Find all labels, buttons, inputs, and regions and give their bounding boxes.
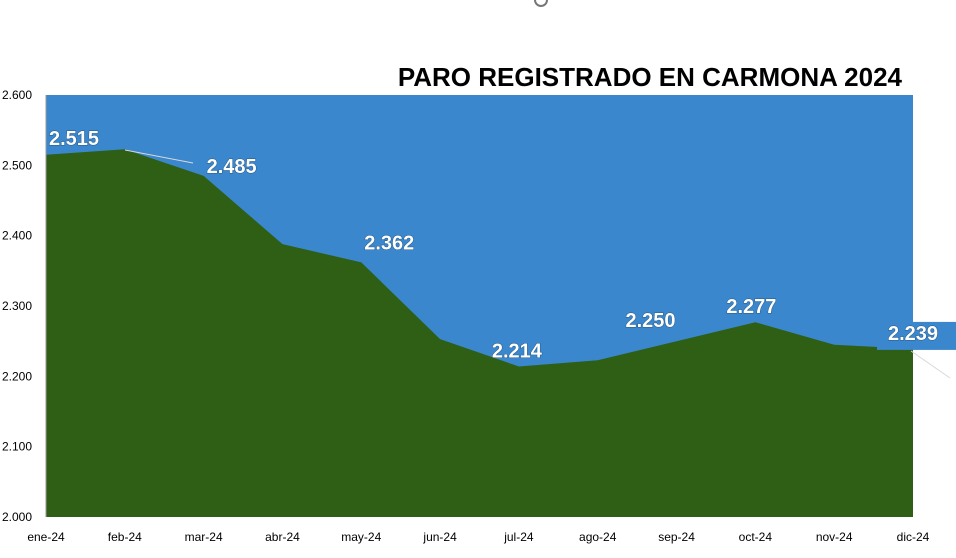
label-boxes xyxy=(877,321,956,350)
x-tick-label: nov-24 xyxy=(816,530,853,544)
x-tick-label: feb-24 xyxy=(108,530,142,544)
y-tick-label: 2.500 xyxy=(2,158,32,172)
y-axis: 2.000 2.100 2.200 2.300 2.400 2.500 2.600 xyxy=(2,88,32,524)
data-label: 2.485 xyxy=(207,156,257,178)
x-tick-label: ene-24 xyxy=(27,530,65,544)
leader-lines xyxy=(124,149,951,379)
area-series xyxy=(46,149,913,517)
x-tick-label: may-24 xyxy=(341,530,381,544)
data-labels: 2.515 2.485 2.362 2.214 2.250 2.277 2.239 xyxy=(48,127,938,363)
data-label: 2.277 xyxy=(726,296,776,318)
data-label: 2.362 xyxy=(364,232,414,254)
x-tick-label: mar-24 xyxy=(185,530,223,544)
data-label: 2.250 xyxy=(626,310,676,332)
x-axis: ene-24 feb-24 mar-24 abr-24 may-24 jun-24 jul-… xyxy=(27,530,929,544)
data-label: 2.239 xyxy=(888,323,938,345)
x-tick-label: oct-24 xyxy=(739,530,773,544)
top-handle-icon xyxy=(534,0,548,7)
x-tick-label: jul-24 xyxy=(503,530,534,544)
x-tick-label: abr-24 xyxy=(265,530,300,544)
data-label-box xyxy=(877,321,956,350)
chart-title: PARO REGISTRADO EN CARMONA 2024 xyxy=(398,62,903,92)
x-tick-label: sep-24 xyxy=(658,530,695,544)
x-tick-label: jun-24 xyxy=(422,530,457,544)
data-label: 2.214 xyxy=(492,340,543,362)
data-label: 2.515 xyxy=(49,128,99,150)
y-tick-label: 2.100 xyxy=(2,440,32,454)
leader-line xyxy=(124,149,194,164)
y-tick-label: 2.000 xyxy=(2,510,32,524)
x-tick-label: ago-24 xyxy=(579,530,617,544)
y-tick-label: 2.200 xyxy=(2,369,32,383)
leader-line xyxy=(910,350,951,379)
y-tick-label: 2.600 xyxy=(2,88,32,102)
y-tick-label: 2.400 xyxy=(2,229,32,243)
y-tick-label: 2.300 xyxy=(2,299,32,313)
x-tick-label: dic-24 xyxy=(897,530,930,544)
